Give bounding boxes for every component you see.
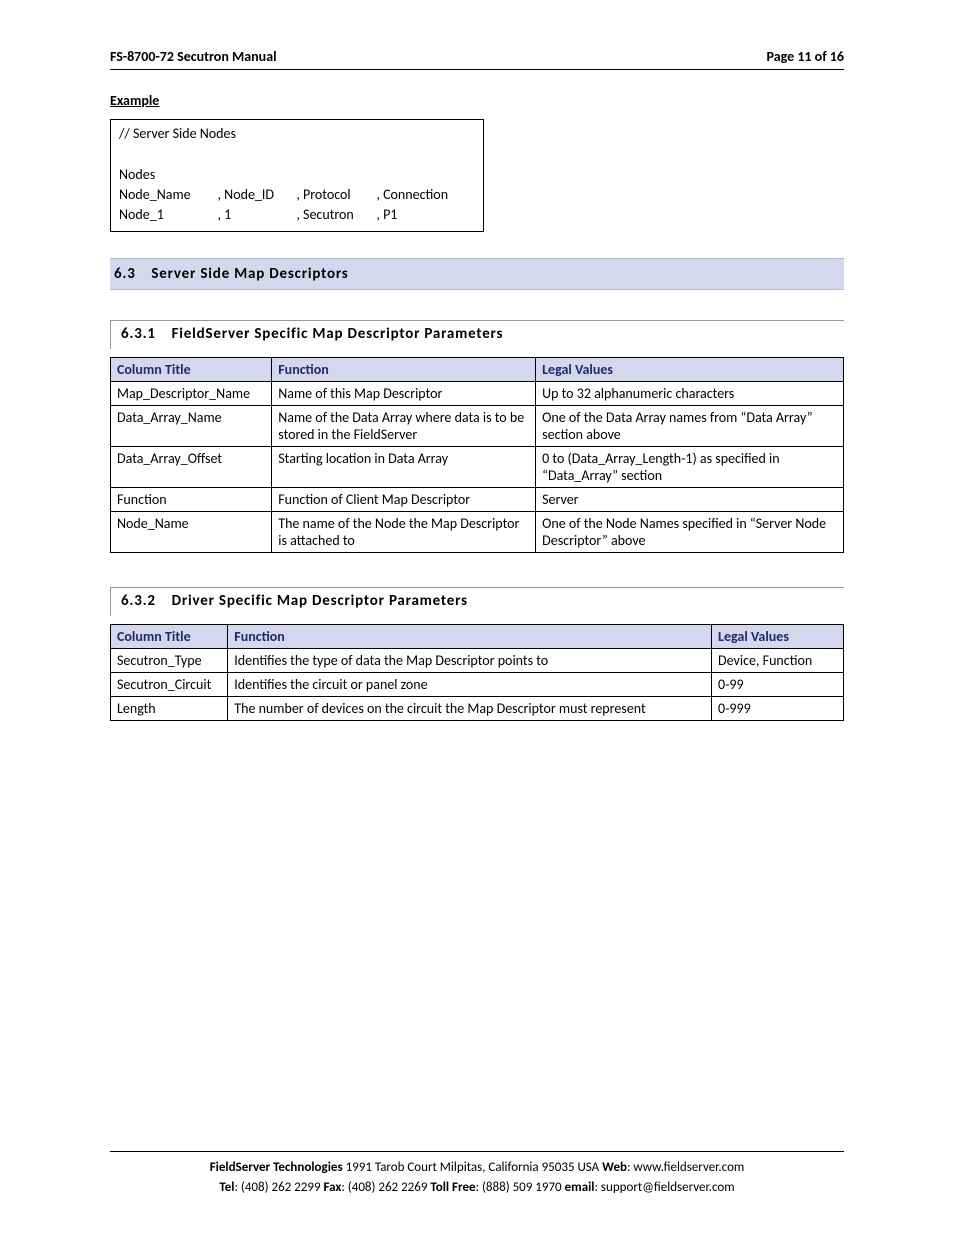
footer-text: : (888) 509 1970 bbox=[476, 1180, 565, 1195]
footer-label: Tel bbox=[219, 1180, 234, 1195]
table-header-cell: Column Title bbox=[111, 625, 228, 649]
table-cell: 0-99 bbox=[712, 673, 844, 697]
table-cell: Length bbox=[111, 697, 228, 721]
page-footer: FieldServer Technologies 1991 Tarob Cour… bbox=[110, 1151, 844, 1197]
table-row: LengthThe number of devices on the circu… bbox=[111, 697, 844, 721]
table-cell: The number of devices on the circuit the… bbox=[228, 697, 712, 721]
table-row: FunctionFunction of Client Map Descripto… bbox=[111, 488, 844, 512]
table-cell: Secutron_Circuit bbox=[111, 673, 228, 697]
header-left: FS-8700-72 Secutron Manual bbox=[110, 48, 277, 65]
table-cell: Identifies the circuit or panel zone bbox=[228, 673, 712, 697]
footer-text: : (408) 262 2269 bbox=[341, 1180, 430, 1195]
table-cell: 0-999 bbox=[712, 697, 844, 721]
code-cell: , 1 bbox=[218, 205, 297, 225]
table-row: Data_Array_OffsetStarting location in Da… bbox=[111, 447, 844, 488]
table-cell: One of the Node Names specified in “Serv… bbox=[536, 512, 844, 553]
subsection-6-3-1-heading: 6.3.1 FieldServer Specific Map Descripto… bbox=[110, 320, 844, 349]
code-cell: Node_Name bbox=[119, 185, 218, 205]
footer-label: Fax bbox=[323, 1180, 341, 1195]
code-row: Nodes bbox=[119, 165, 475, 185]
code-cell: , Node_ID bbox=[218, 185, 297, 205]
table-cell: Map_Descriptor_Name bbox=[111, 382, 272, 406]
code-cell: , Connection bbox=[376, 185, 475, 205]
table-row: Map_Descriptor_NameName of this Map Desc… bbox=[111, 382, 844, 406]
table-cell: Up to 32 alphanumeric characters bbox=[536, 382, 844, 406]
table-header-cell: Function bbox=[272, 358, 536, 382]
footer-label: FieldServer Technologies bbox=[210, 1160, 343, 1175]
table-cell: The name of the Node the Map Descriptor … bbox=[272, 512, 536, 553]
table-cell: Name of this Map Descriptor bbox=[272, 382, 536, 406]
table-cell: Function bbox=[111, 488, 272, 512]
table-body-632: Secutron_TypeIdentifies the type of data… bbox=[111, 649, 844, 721]
table-row: Secutron_TypeIdentifies the type of data… bbox=[111, 649, 844, 673]
table-header-cell: Legal Values bbox=[536, 358, 844, 382]
footer-text: : support@fieldserver.com bbox=[595, 1180, 735, 1195]
footer-label: email bbox=[565, 1180, 595, 1195]
footer-label: Web bbox=[602, 1160, 627, 1175]
table-cell: Server bbox=[536, 488, 844, 512]
footer-label: Toll Free bbox=[430, 1180, 475, 1195]
page-header: FS-8700-72 Secutron Manual Page 11 of 16 bbox=[110, 48, 844, 70]
table-header-cell: Column Title bbox=[111, 358, 272, 382]
header-right: Page 11 of 16 bbox=[767, 48, 844, 65]
table-cell: Device, Function bbox=[712, 649, 844, 673]
example-code-box: // Server Side Nodes Nodes Node_Name , N… bbox=[110, 119, 484, 232]
table-cell: Data_Array_Offset bbox=[111, 447, 272, 488]
code-cell: , Protocol bbox=[296, 185, 376, 205]
table-cell: One of the Data Array names from “Data A… bbox=[536, 406, 844, 447]
table-cell: Node_Name bbox=[111, 512, 272, 553]
code-blank bbox=[119, 144, 475, 164]
section-6-3-heading: 6.3 Server Side Map Descriptors bbox=[110, 258, 844, 290]
table-6-3-1: Column Title Function Legal Values Map_D… bbox=[110, 357, 844, 553]
table-cell: Starting location in Data Array bbox=[272, 447, 536, 488]
table-cell: Function of Client Map Descriptor bbox=[272, 488, 536, 512]
footer-text: : (408) 262 2299 bbox=[234, 1180, 323, 1195]
table-header-cell: Legal Values bbox=[712, 625, 844, 649]
footer-text: : www.fieldserver.com bbox=[627, 1160, 744, 1175]
table-header-cell: Function bbox=[228, 625, 712, 649]
code-comment: // Server Side Nodes bbox=[119, 124, 475, 144]
subsection-6-3-2-heading: 6.3.2 Driver Specific Map Descriptor Par… bbox=[110, 587, 844, 616]
table-6-3-2: Column Title Function Legal Values Secut… bbox=[110, 624, 844, 721]
table-cell: Secutron_Type bbox=[111, 649, 228, 673]
example-heading: Example bbox=[110, 92, 844, 109]
code-cell: , Secutron bbox=[296, 205, 376, 225]
table-row: Node_NameThe name of the Node the Map De… bbox=[111, 512, 844, 553]
table-row: Data_Array_NameName of the Data Array wh… bbox=[111, 406, 844, 447]
footer-text: 1991 Tarob Court Milpitas, California 95… bbox=[343, 1160, 603, 1175]
table-body-631: Map_Descriptor_NameName of this Map Desc… bbox=[111, 382, 844, 553]
table-cell: Data_Array_Name bbox=[111, 406, 272, 447]
code-cell: Node_1 bbox=[119, 205, 218, 225]
table-cell: Name of the Data Array where data is to … bbox=[272, 406, 536, 447]
table-cell: 0 to (Data_Array_Length-1) as specified … bbox=[536, 447, 844, 488]
table-cell: Identifies the type of data the Map Desc… bbox=[228, 649, 712, 673]
table-row: Secutron_CircuitIdentifies the circuit o… bbox=[111, 673, 844, 697]
code-cell: , P1 bbox=[376, 205, 475, 225]
